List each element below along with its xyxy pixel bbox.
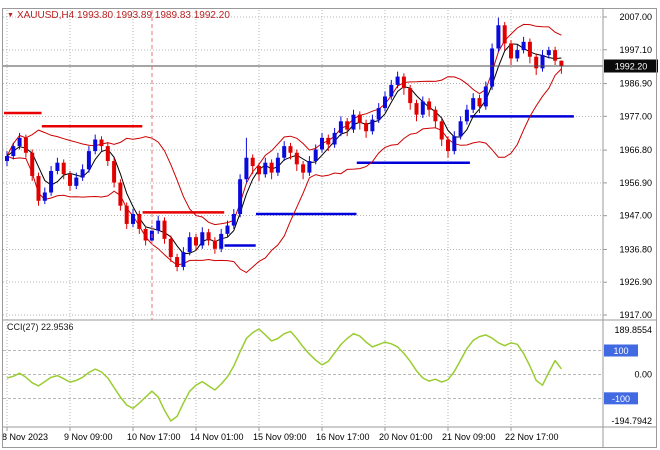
- svg-text:8 Nov 2023: 8 Nov 2023: [2, 432, 48, 442]
- grid-layer: [3, 10, 603, 427]
- separators-layer: [2, 8, 657, 447]
- svg-text:-100: -100: [612, 394, 630, 404]
- symbol-ohlc-text: XAUUSD,H4 1993.80 1993.89 1989.83 1992.2…: [16, 10, 230, 21]
- svg-text:-194.7942: -194.7942: [611, 416, 652, 426]
- candles-layer: [5, 17, 564, 272]
- svg-text:14 Nov 01:00: 14 Nov 01:00: [190, 432, 244, 442]
- svg-text:20 Nov 01:00: 20 Nov 01:00: [379, 432, 433, 442]
- svg-text:1986.90: 1986.90: [619, 79, 652, 89]
- svg-text:100: 100: [613, 346, 628, 356]
- svg-text:22 Nov 17:00: 22 Nov 17:00: [505, 432, 559, 442]
- price-axis[interactable]: 2007.00 1997.10 1986.90 1977.00 1966.80 1956.…: [603, 12, 658, 320]
- symbol-dropdown-icon[interactable]: ▼: [7, 12, 14, 19]
- time-axis[interactable]: 8 Nov 2023 9 Nov 09:00 10 Nov 17:00 14 Nov …: [2, 427, 559, 442]
- svg-text:16 Nov 17:00: 16 Nov 17:00: [316, 432, 370, 442]
- svg-text:21 Nov 09:00: 21 Nov 09:00: [442, 432, 496, 442]
- svg-text:15 Nov 09:00: 15 Nov 09:00: [253, 432, 307, 442]
- trend-step-lines: [4, 111, 574, 247]
- svg-text:9 Nov 09:00: 9 Nov 09:00: [64, 432, 113, 442]
- svg-text:1966.80: 1966.80: [619, 145, 652, 155]
- svg-text:189.8554: 189.8554: [614, 325, 652, 335]
- cci-line-layer: [6, 328, 563, 422]
- svg-text:0.00: 0.00: [634, 369, 652, 379]
- svg-text:1926.90: 1926.90: [619, 277, 652, 287]
- svg-text:1956.90: 1956.90: [619, 178, 652, 188]
- cci-axis[interactable]: 189.8554 -194.7942 0.00 100 -100: [604, 325, 652, 426]
- svg-text:1917.00: 1917.00: [619, 310, 652, 320]
- svg-text:1977.00: 1977.00: [619, 111, 652, 121]
- svg-text:1936.80: 1936.80: [619, 244, 652, 254]
- cci-indicator-label: CCI(27) 22.9536: [7, 322, 74, 332]
- symbol-title: ▼ XAUUSD,H4 1993.80 1993.89 1989.83 1992.…: [7, 10, 230, 21]
- svg-text:1947.00: 1947.00: [619, 211, 652, 221]
- svg-text:1992.20: 1992.20: [615, 62, 648, 72]
- svg-text:1997.10: 1997.10: [619, 45, 652, 55]
- svg-text:2007.00: 2007.00: [619, 12, 652, 22]
- svg-text:10 Nov 17:00: 10 Nov 17:00: [127, 432, 181, 442]
